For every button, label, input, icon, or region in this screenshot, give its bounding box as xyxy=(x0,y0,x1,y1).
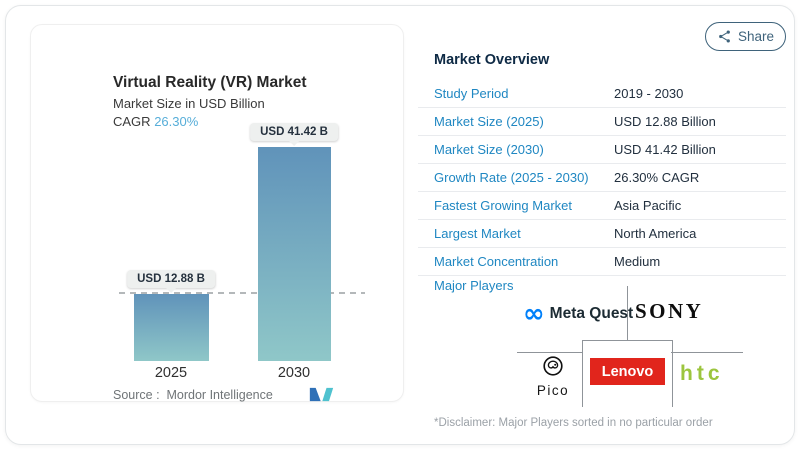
reference-dashed-line xyxy=(119,292,365,294)
chart-subtitle: Market Size in USD Billion xyxy=(113,96,265,111)
logo-sony: SONY xyxy=(635,299,704,323)
share-nodes-icon xyxy=(719,30,730,43)
table-row: Market Concentration Medium xyxy=(418,248,786,276)
table-row: Study Period 2019 - 2030 xyxy=(418,80,786,108)
row-value: North America xyxy=(614,226,697,241)
row-label: Largest Market xyxy=(434,226,521,241)
vr-market-chart-card: Virtual Reality (VR) Market Market Size … xyxy=(30,24,404,402)
x-tick-2025: 2025 xyxy=(154,365,188,381)
players-disclaimer: *Disclaimer: Major Players sorted in no … xyxy=(434,417,713,429)
chart-cagr: CAGR 26.30% xyxy=(113,114,198,129)
pico-label: Pico xyxy=(536,383,570,398)
row-value: USD 12.88 Billion xyxy=(614,114,716,129)
bar-value-badge-2030: USD 41.42 B xyxy=(250,123,338,141)
logo-meta-quest: ∞ Meta Quest xyxy=(523,300,633,328)
pico-goggles-icon xyxy=(543,356,563,376)
players-divider-horizontal-right xyxy=(671,352,743,353)
share-button[interactable]: Share xyxy=(705,22,786,51)
lenovo-cell: Lenovo xyxy=(582,340,673,407)
row-label: Market Size (2030) xyxy=(434,142,544,157)
row-label: Study Period xyxy=(434,86,509,101)
mordor-intelligence-logo xyxy=(309,387,334,402)
table-row: Fastest Growing Market Asia Pacific xyxy=(418,192,786,220)
players-divider-horizontal-left xyxy=(517,352,582,353)
logo-pico: Pico xyxy=(530,355,576,398)
table-row: Market Size (2030) USD 41.42 Billion xyxy=(418,136,786,164)
row-label: Market Size (2025) xyxy=(434,114,544,129)
row-label: Growth Rate (2025 - 2030) xyxy=(434,170,589,185)
major-players-label: Major Players xyxy=(434,278,514,293)
overview-table: Study Period 2019 - 2030 Market Size (20… xyxy=(418,80,786,276)
table-row: Growth Rate (2025 - 2030) 26.30% CAGR xyxy=(418,164,786,192)
meta-infinity-icon: ∞ xyxy=(523,299,545,329)
table-row: Largest Market North America xyxy=(418,220,786,248)
row-value: 2019 - 2030 xyxy=(614,86,684,101)
meta-quest-label: Meta Quest xyxy=(549,305,634,322)
players-divider-vertical xyxy=(627,286,628,340)
overview-heading: Market Overview xyxy=(434,52,550,68)
table-row: Market Size (2025) USD 12.88 Billion xyxy=(418,108,786,136)
source-text: Source : Mordor Intelligence xyxy=(113,388,273,402)
bar-2025 xyxy=(134,294,209,361)
chart-title: Virtual Reality (VR) Market xyxy=(113,74,307,91)
x-tick-2030: 2030 xyxy=(277,365,311,381)
bar-value-badge-2025: USD 12.88 B xyxy=(127,270,215,288)
row-value: Medium xyxy=(614,254,661,269)
logo-htc: htc xyxy=(680,362,724,385)
row-label: Fastest Growing Market xyxy=(434,198,572,213)
cagr-label: CAGR xyxy=(113,114,151,129)
row-value: Asia Pacific xyxy=(614,198,682,213)
page-card: Share Virtual Reality (VR) Market Market… xyxy=(5,5,795,445)
row-label: Market Concentration xyxy=(434,254,559,269)
cagr-value: 26.30% xyxy=(154,114,199,129)
row-value: 26.30% CAGR xyxy=(614,170,700,185)
bar-2030 xyxy=(258,147,331,361)
share-label: Share xyxy=(737,29,775,44)
logo-lenovo: Lenovo xyxy=(590,358,665,385)
row-value: USD 41.42 Billion xyxy=(614,142,716,157)
